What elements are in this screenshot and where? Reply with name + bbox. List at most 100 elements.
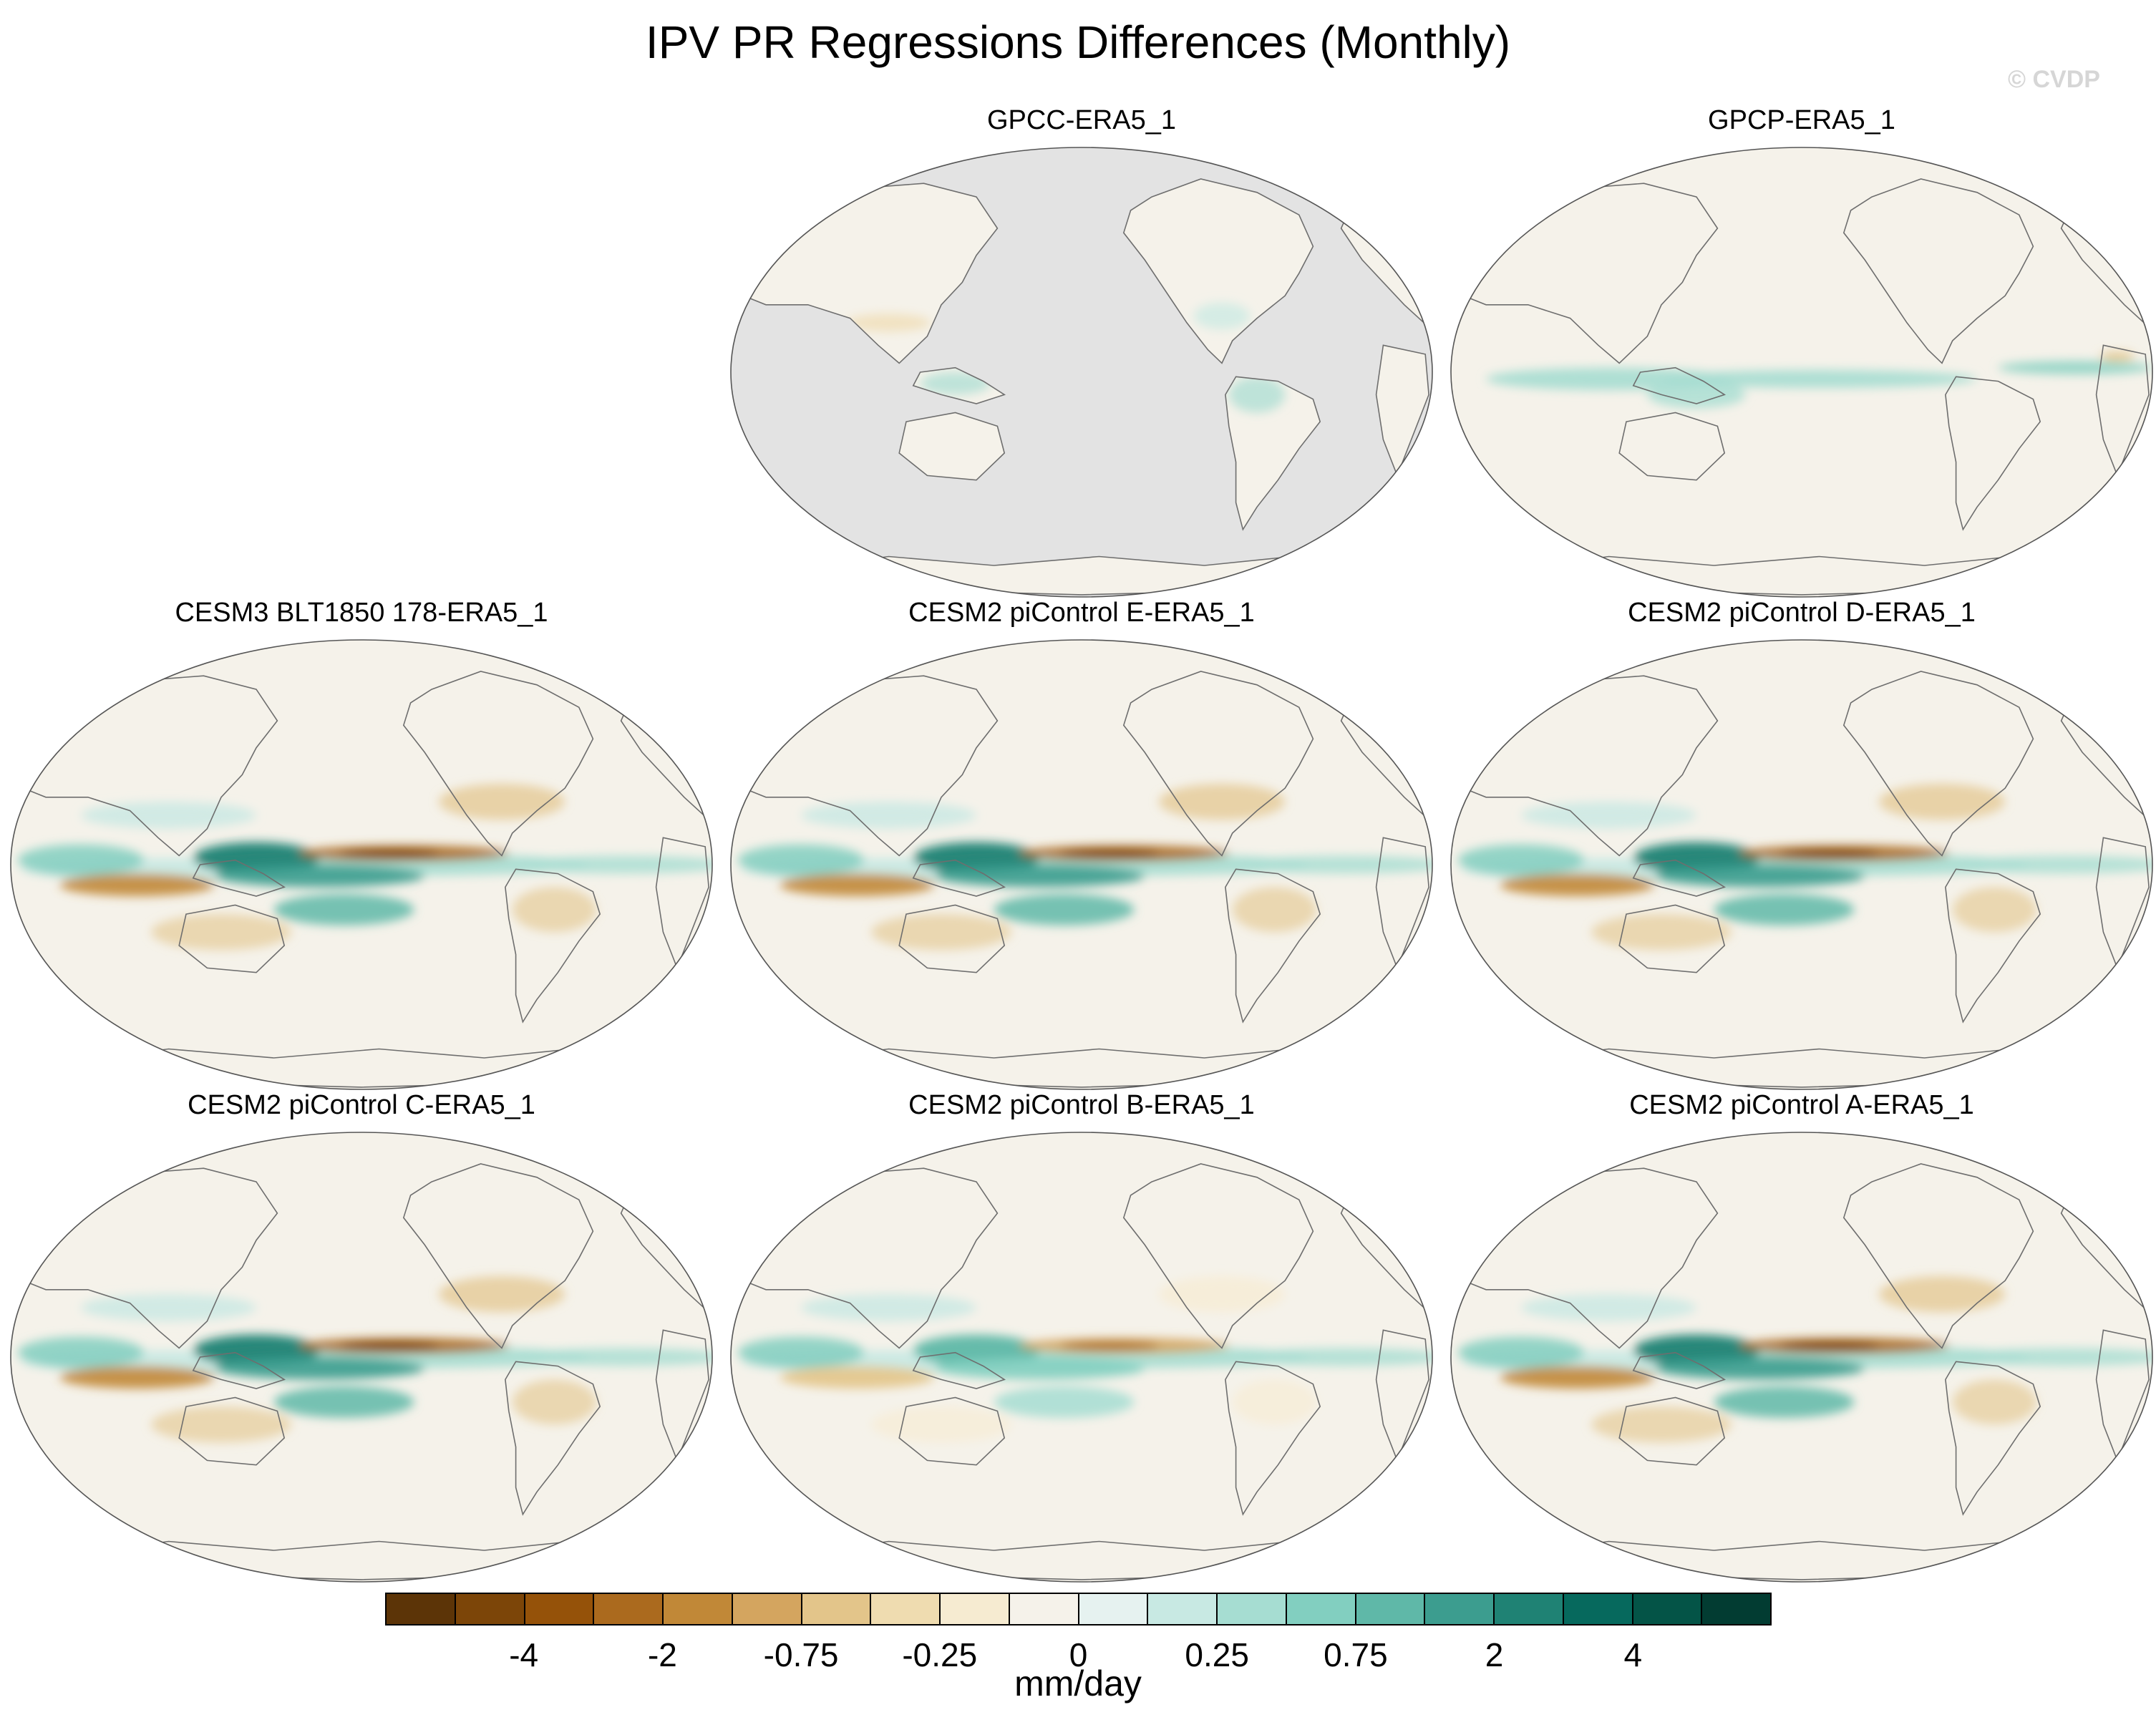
land-north-america [1123, 1164, 1313, 1348]
map-panel-a: CESM2 piControl A-ERA5_1 [1447, 1087, 2156, 1588]
robinson-map-cesm3 [10, 639, 713, 1090]
panel-title: CESM2 piControl C-ERA5_1 [188, 1090, 535, 1120]
anomaly-feature [920, 372, 991, 395]
coastline-australia [898, 412, 1006, 481]
map-border [730, 1132, 1433, 1583]
map-panel-d: CESM2 piControl D-ERA5_1 [1447, 594, 2156, 1095]
panel-title: GPCP-ERA5_1 [1708, 105, 1895, 135]
anomaly-feature [512, 887, 597, 933]
coastline-north-america [1122, 671, 1314, 857]
anomaly-feature [81, 802, 256, 829]
anomaly-feature [59, 873, 215, 896]
coastline-maritime-asia [912, 859, 1006, 897]
anomaly-feature [737, 844, 865, 876]
land-south-america [1945, 376, 2041, 530]
land-north-america [403, 1164, 593, 1348]
colorbar-tick-label: 4 [1623, 1636, 1643, 1673]
anomaly-layer [1486, 351, 2152, 409]
coastline-australia [898, 904, 1006, 973]
robinson-map-gpcp [1450, 147, 2153, 598]
anomaly-layer [737, 784, 1432, 951]
coastline-south-america [1945, 1361, 2041, 1516]
coastline-australia [178, 1396, 286, 1466]
anomaly-feature [1060, 849, 1159, 858]
map-border [1450, 1132, 2153, 1583]
land-antarctica [74, 1049, 649, 1087]
robinson-map-d [1450, 639, 2153, 1090]
map-panel-cesm3: CESM3 BLT1850 178-ERA5_1 [7, 594, 716, 1095]
anomaly-feature [780, 873, 935, 896]
anomaly-feature [1878, 1276, 2006, 1313]
coastline-australia [1618, 1396, 1726, 1466]
panel-title: CESM2 piControl B-ERA5_1 [908, 1090, 1255, 1120]
anomaly-feature [273, 1386, 414, 1418]
coastline-north-america [1842, 671, 2034, 857]
anomaly-feature [340, 1341, 439, 1351]
colorbar-tick-label: 0.25 [1185, 1636, 1249, 1673]
coastline-africa [655, 1329, 709, 1462]
anomaly-feature [871, 1406, 1011, 1443]
coastline-africa [2095, 837, 2150, 970]
map-panel-e: CESM2 piControl E-ERA5_1 [727, 594, 1436, 1095]
colorbar-swatch [1356, 1594, 1426, 1624]
map-panel-c: CESM2 piControl C-ERA5_1 [7, 1087, 716, 1588]
anomaly-feature [1521, 802, 1696, 829]
colorbar: -4 -2 -0.75 -0.25 0 0.25 0.75 2 4 [385, 1593, 1772, 1673]
land-antarctica [794, 1541, 1369, 1580]
anomaly-feature [1952, 887, 2037, 933]
map-border [10, 639, 713, 1090]
anomaly-feature [340, 849, 439, 858]
anomaly-feature [273, 893, 414, 925]
coastline-north-america [1842, 178, 2034, 364]
anomaly-feature [1232, 1379, 1317, 1425]
map-panel-gpcp: GPCP-ERA5_1 [1447, 102, 2156, 603]
map-border [730, 639, 1433, 1090]
land-antarctica [1514, 1049, 2089, 1087]
coastline-maritime-asia [192, 859, 286, 897]
coastline-north-america [1842, 1163, 2034, 1349]
anomaly-feature [519, 855, 712, 874]
anomaly-feature [438, 784, 565, 820]
anomaly-feature [1591, 1406, 1732, 1443]
coastline-north-america [402, 671, 594, 857]
colorbar-swatch [1563, 1594, 1633, 1624]
coastline-africa [655, 837, 709, 970]
anomaly-feature [1521, 1294, 1696, 1321]
anomaly-feature [151, 1406, 291, 1443]
coastline-south-america [505, 1361, 601, 1516]
anomaly-feature [780, 1366, 935, 1389]
coastline-south-america [505, 868, 601, 1024]
anomaly-feature [1239, 1348, 1432, 1366]
coastline-australia [898, 1396, 1006, 1466]
coastline-africa [1375, 837, 1429, 970]
anomaly-feature [17, 844, 145, 876]
robinson-map-b [730, 1132, 1433, 1583]
anomaly-feature [1998, 361, 2152, 375]
anomaly-feature [1959, 855, 2152, 874]
anomaly-feature [1661, 369, 1977, 388]
land-north-america [1843, 179, 2034, 364]
coastline-south-america [1945, 376, 2041, 531]
coastlines [737, 178, 1430, 596]
anomaly-feature [214, 1357, 425, 1380]
coastline-south-america [1945, 868, 2041, 1024]
coastline-maritime-asia [192, 1351, 286, 1389]
colorbar-swatch [455, 1594, 525, 1624]
coastline-australia [178, 904, 286, 973]
coastline-australia [1618, 904, 1726, 973]
panel-title: CESM3 BLT1850 178-ERA5_1 [175, 598, 548, 628]
anomaly-layer [846, 302, 1286, 413]
anomaly-feature [151, 914, 291, 951]
land-australia [1619, 412, 1725, 480]
coastline-north-america [1122, 1163, 1314, 1349]
coastline-maritime-asia [1632, 859, 1727, 897]
robinson-map-a [1450, 1132, 2153, 1583]
land-antarctica [794, 556, 1369, 595]
anomaly-feature [1457, 1336, 1585, 1369]
anomaly-feature [1193, 302, 1251, 330]
anomaly-feature [17, 1336, 145, 1369]
anomaly-feature [801, 1294, 976, 1321]
anomaly-feature [1591, 914, 1732, 951]
anomaly-feature [1500, 873, 1655, 896]
colorbar-swatch [1495, 1594, 1564, 1624]
